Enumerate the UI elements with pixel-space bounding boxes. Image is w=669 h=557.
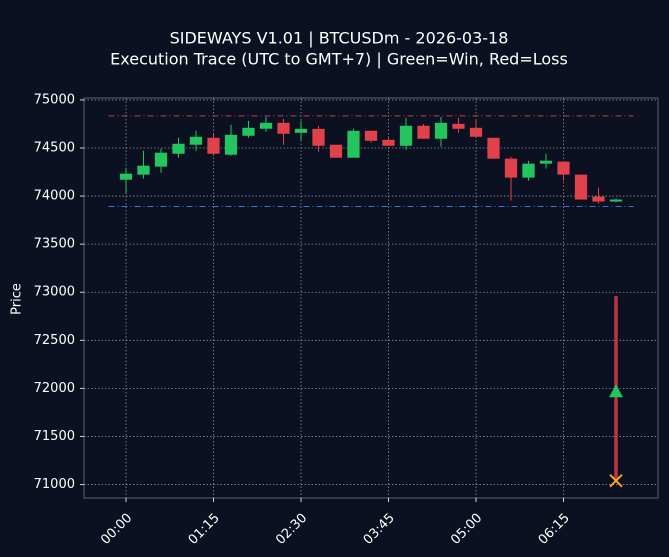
plot-area xyxy=(83,97,659,499)
candle-body xyxy=(522,163,535,178)
y-tick-label: 74500 xyxy=(34,141,75,156)
candle-body xyxy=(399,125,413,146)
candle-body xyxy=(434,122,448,139)
candle-body xyxy=(469,127,483,137)
candle-body xyxy=(242,127,255,136)
y-tick-label: 72500 xyxy=(34,333,75,348)
y-tick-label: 73500 xyxy=(34,237,75,252)
y-tick-label: 74000 xyxy=(34,189,75,204)
candle-body xyxy=(172,143,185,154)
y-tick-label: 75000 xyxy=(34,92,75,107)
candle-body xyxy=(557,161,570,175)
candle-body xyxy=(119,173,133,180)
y-tick-label: 71500 xyxy=(34,429,75,444)
candle-body xyxy=(364,130,378,141)
candle-body xyxy=(312,128,325,146)
chart-subtitle: Execution Trace (UTC to GMT+7) | Green=W… xyxy=(110,50,568,69)
y-tick-label: 72000 xyxy=(34,381,75,396)
candle-body xyxy=(277,122,290,134)
candle-body xyxy=(539,160,553,164)
chart-title: SIDEWAYS V1.01 | BTCUSDm - 2026-03-18 xyxy=(170,29,509,48)
candle-body xyxy=(417,125,430,139)
candle-body xyxy=(504,158,518,178)
candle-body xyxy=(487,137,500,159)
candle-body xyxy=(329,144,343,158)
candle-body xyxy=(609,199,623,202)
candle-body xyxy=(592,196,605,202)
y-tick-label: 71000 xyxy=(34,477,75,492)
candle-body xyxy=(207,137,220,154)
candle-body xyxy=(347,130,360,158)
candle-body xyxy=(452,123,465,129)
candle-body xyxy=(382,139,395,146)
candle-body xyxy=(154,152,168,167)
candle-body xyxy=(259,122,273,129)
candle-body xyxy=(574,174,588,200)
candle-body xyxy=(189,136,203,145)
entry-marker xyxy=(609,384,623,398)
candle-body xyxy=(137,165,150,175)
candle-body xyxy=(224,134,238,155)
exit-marker xyxy=(609,473,623,488)
candle-body xyxy=(294,128,308,133)
y-tick-label: 73000 xyxy=(34,285,75,300)
y-axis-label: Price xyxy=(10,283,25,315)
